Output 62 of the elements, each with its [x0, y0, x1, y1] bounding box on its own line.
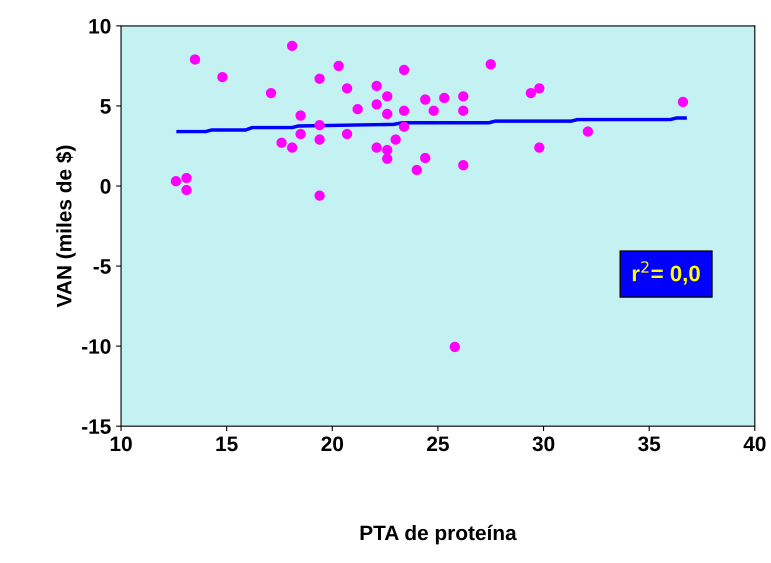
y-tick-label: -5	[94, 259, 111, 274]
point	[170, 176, 182, 186]
y-tick-label: 10	[89, 18, 110, 34]
point	[420, 94, 430, 105]
point	[372, 142, 382, 153]
x-tick-label: 30	[532, 436, 554, 452]
x-tick-label: 35	[638, 436, 660, 452]
point	[534, 142, 544, 153]
point	[398, 64, 410, 76]
point	[372, 99, 382, 110]
x-tick-label: 10	[110, 436, 132, 452]
line-series	[176, 116, 687, 134]
point	[266, 88, 276, 98]
x-tick-label: 15	[216, 436, 238, 452]
point	[458, 91, 468, 102]
point	[314, 190, 325, 201]
point	[458, 160, 468, 170]
point	[428, 106, 439, 116]
point	[342, 83, 352, 94]
point	[190, 54, 200, 65]
point	[276, 138, 287, 148]
point	[382, 154, 392, 164]
point	[439, 92, 450, 104]
x-tick-label: 40	[744, 436, 766, 452]
point	[352, 104, 363, 114]
point	[382, 91, 392, 102]
y-tick-label: 0	[100, 179, 110, 194]
y-tick-label: -10	[82, 339, 110, 354]
x-tick-label: 20	[321, 436, 344, 452]
point	[582, 126, 594, 137]
point	[287, 40, 298, 52]
point	[314, 74, 325, 84]
point	[287, 142, 298, 153]
point	[382, 108, 392, 120]
y-axis-title: VAN (miles de $)	[56, 146, 76, 308]
y-tick-label: -15	[82, 419, 111, 434]
point	[314, 120, 325, 130]
point	[420, 152, 430, 164]
point	[333, 60, 344, 72]
point	[450, 342, 460, 352]
point	[382, 144, 392, 156]
point	[390, 134, 401, 145]
point	[398, 122, 410, 132]
y-tick-label: 5	[100, 99, 111, 114]
point	[181, 184, 192, 196]
point	[486, 59, 496, 70]
point	[398, 106, 410, 116]
point	[342, 128, 352, 140]
x-axis-title: PTA de proteína	[360, 524, 517, 544]
point	[314, 134, 325, 145]
point	[181, 172, 192, 184]
x-tick-label: 25	[427, 436, 449, 452]
point	[678, 96, 688, 108]
point	[295, 128, 306, 140]
point	[217, 72, 228, 82]
point	[412, 164, 422, 176]
point	[295, 110, 306, 121]
point	[534, 83, 544, 94]
point	[372, 80, 382, 92]
point	[526, 88, 536, 98]
point	[458, 106, 468, 116]
annotation: r$^{2}$= 0,0	[632, 261, 700, 285]
